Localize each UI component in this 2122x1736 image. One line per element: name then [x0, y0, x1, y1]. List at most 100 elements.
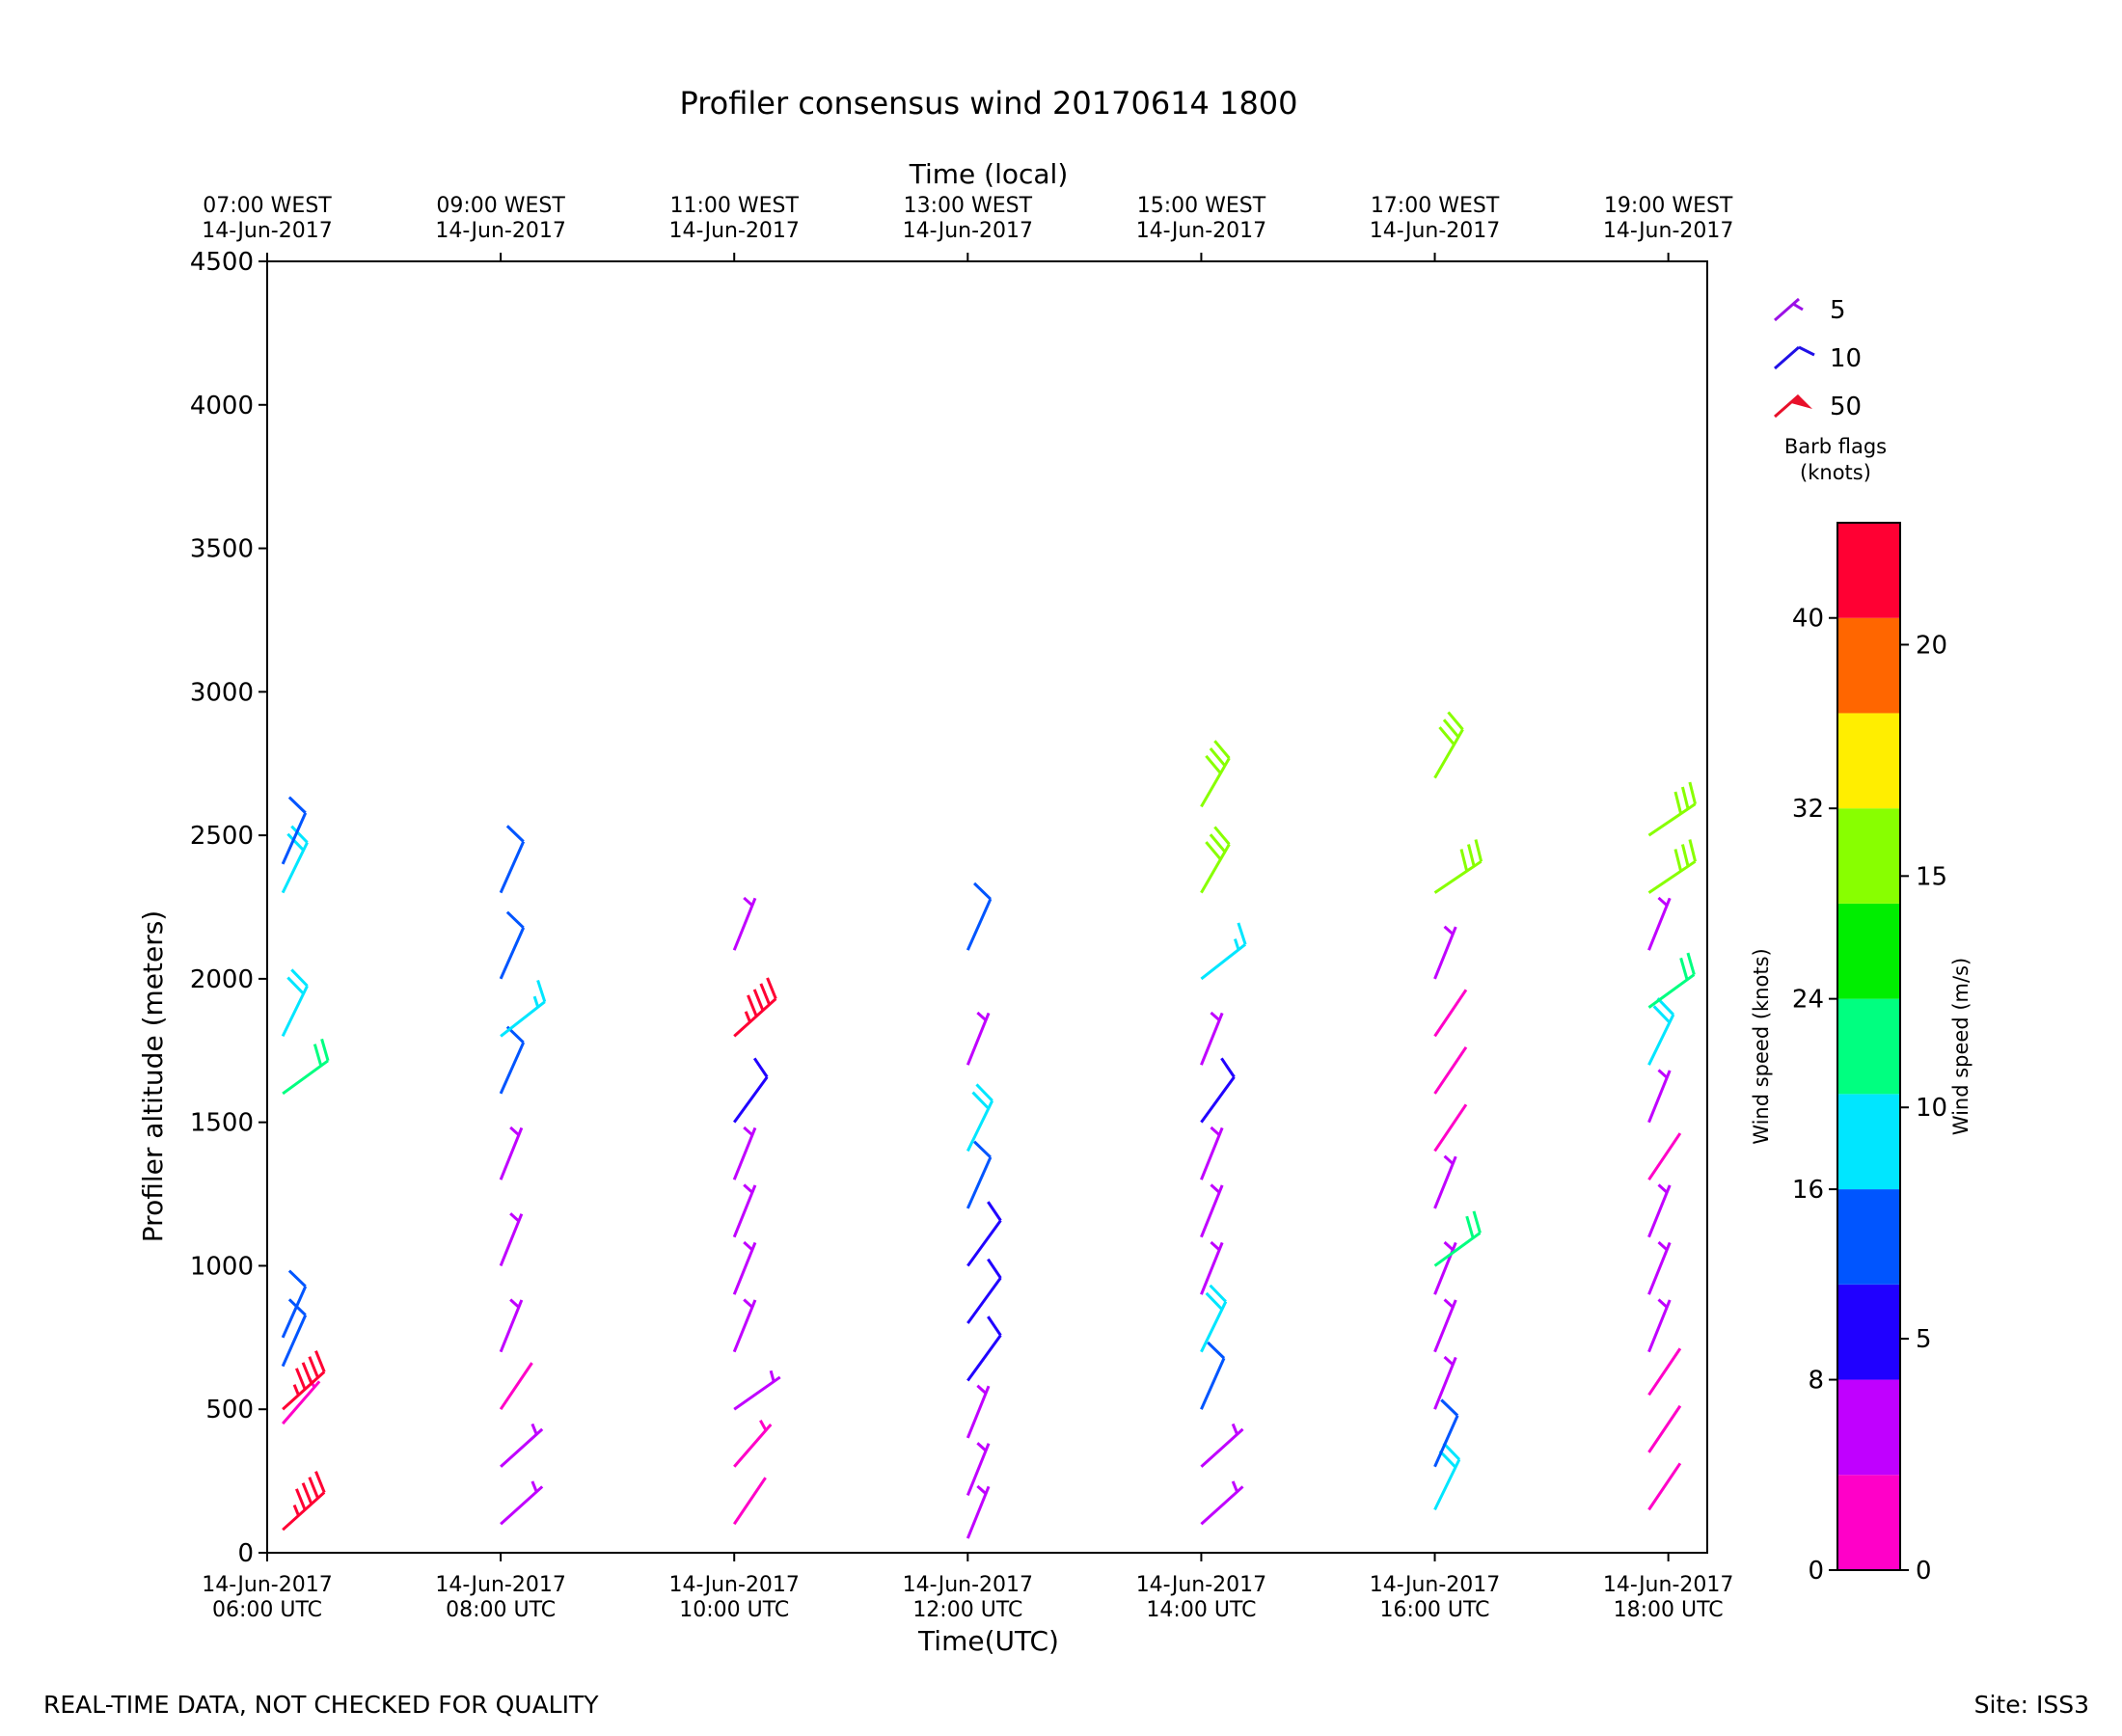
legend-barb-50	[1774, 393, 1812, 419]
wind-barb	[732, 1126, 757, 1180]
wind-barbs-layer	[281, 711, 1698, 1539]
colorbar-ms-label: 20	[1916, 631, 1947, 660]
colorbar-bin	[1837, 617, 1900, 714]
wind-barb	[500, 1480, 544, 1526]
y-tick-label: 4500	[190, 248, 254, 277]
x-tick-label: 14-Jun-2017	[668, 1573, 799, 1597]
wind-barb	[1433, 1154, 1457, 1209]
wind-barb	[282, 1038, 330, 1096]
x-tick-label: 14-Jun-2017	[1603, 1573, 1733, 1597]
wind-barb	[499, 910, 526, 980]
top-axis-label: Time (local)	[909, 158, 1069, 190]
plot-frame	[266, 260, 1708, 1554]
wind-barb	[966, 1258, 1002, 1324]
y-tick-label: 2500	[190, 822, 254, 851]
wind-barb	[1200, 1423, 1244, 1468]
wind-barb	[733, 1057, 769, 1124]
bottom-axis-label: Time(UTC)	[917, 1625, 1059, 1657]
x-top-tick-label: 11:00 WEST	[669, 194, 799, 218]
wind-barb	[1433, 1240, 1457, 1295]
x-tick-label: 06:00 UTC	[212, 1598, 322, 1622]
colorbar-knot-label: 32	[1792, 795, 1824, 824]
legend-title: Barb flags	[1784, 435, 1887, 458]
y-tick-label: 4000	[190, 392, 254, 420]
x-top-tick-label: 14-Jun-2017	[1370, 219, 1500, 243]
wind-barb	[966, 882, 993, 951]
colorbar-knot-label: 0	[1808, 1557, 1824, 1586]
quality-disclaimer: REAL-TIME DATA, NOT CHECKED FOR QUALITY	[43, 1691, 599, 1719]
y-tick-label: 2000	[190, 965, 254, 994]
wind-barb	[500, 979, 547, 1038]
wind-barb	[1200, 1240, 1224, 1295]
x-tick-label: 14-Jun-2017	[202, 1573, 332, 1597]
legend-label: 10	[1830, 344, 1862, 373]
x-top-tick-label: 14-Jun-2017	[1603, 219, 1733, 243]
wind-barb	[733, 977, 777, 1038]
wind-barb	[1433, 925, 1457, 980]
colorbar-ms-label: 0	[1916, 1557, 1932, 1586]
colorbar-knot-label: 8	[1808, 1367, 1824, 1396]
wind-barb	[966, 1011, 991, 1066]
wind-barb	[1200, 1284, 1228, 1353]
colorbar-bin	[1837, 998, 1900, 1095]
wind-barb	[1200, 826, 1231, 894]
wind-barb	[1647, 1132, 1682, 1181]
wind-barb	[732, 896, 757, 951]
wind-barb	[1647, 839, 1698, 894]
x-tick-label: 08:00 UTC	[446, 1598, 556, 1622]
wind-barb	[966, 1442, 991, 1497]
wind-barb	[1200, 1057, 1236, 1124]
x-top-tick-label: 09:00 WEST	[436, 194, 565, 218]
colorbar-bin	[1837, 523, 1900, 618]
wind-barb	[1433, 839, 1483, 894]
colorbar-knot-label: 24	[1792, 986, 1824, 1015]
wind-barb	[732, 1298, 757, 1353]
x-tick-label: 14-Jun-2017	[903, 1573, 1033, 1597]
wind-barb	[1647, 997, 1675, 1066]
colorbar-bin	[1837, 808, 1900, 904]
wind-barb	[1200, 1341, 1226, 1410]
x-top-tick-label: 14-Jun-2017	[903, 219, 1033, 243]
colorbar-bin	[1837, 1475, 1900, 1570]
wind-barb	[281, 968, 309, 1038]
wind-barb	[1200, 740, 1231, 808]
wind-barb	[966, 1384, 991, 1439]
wind-barb	[1200, 1480, 1244, 1526]
legend-barb-10	[1774, 345, 1815, 370]
wind-barb	[1647, 1240, 1672, 1295]
wind-barb	[732, 1240, 757, 1295]
wind-barb	[281, 1269, 308, 1339]
x-top-tick-label: 14-Jun-2017	[668, 219, 799, 243]
legend-barb-5	[1774, 297, 1804, 322]
wind-speed-colorbar: 0 8 16 24 32 40 0 5 10 15 20 Wind speed (knots) Wind…	[1750, 522, 1972, 1586]
y-tick-label: 3500	[190, 535, 254, 564]
colorbar-bin	[1837, 903, 1900, 999]
wind-barb	[1647, 1404, 1682, 1453]
legend-label: 5	[1830, 296, 1846, 325]
x-top-tick-label: 17:00 WEST	[1371, 194, 1500, 218]
wind-barb	[500, 1423, 544, 1468]
x-tick-label: 14:00 UTC	[1146, 1598, 1256, 1622]
x-top-tick-label: 19:00 WEST	[1604, 194, 1733, 218]
x-top-tick-label: 14-Jun-2017	[435, 219, 565, 243]
colorbar-bin	[1837, 713, 1900, 809]
colorbar-frame	[1836, 522, 1901, 1571]
wind-barb	[499, 1126, 524, 1180]
y-tick-label: 1000	[190, 1252, 254, 1281]
wind-barb	[733, 1370, 781, 1411]
wind-barb	[732, 1183, 757, 1238]
x-top-tick-label: 14-Jun-2017	[1136, 219, 1266, 243]
wind-barb	[1647, 1183, 1672, 1238]
x-tick-label: 16:00 UTC	[1380, 1598, 1490, 1622]
x-tick-label: 12:00 UTC	[912, 1598, 1022, 1622]
x-top-tick-label: 07:00 WEST	[203, 194, 332, 218]
x-top-tick-label: 15:00 WEST	[1137, 194, 1266, 218]
x-top-tick-label: 13:00 WEST	[904, 194, 1033, 218]
wind-barb	[1433, 711, 1464, 779]
wind-barb	[1200, 1126, 1224, 1180]
wind-barb	[966, 1484, 991, 1539]
wind-barb	[1433, 1398, 1459, 1468]
wind-barb	[1200, 922, 1247, 981]
colorbar-bin	[1837, 1189, 1900, 1285]
